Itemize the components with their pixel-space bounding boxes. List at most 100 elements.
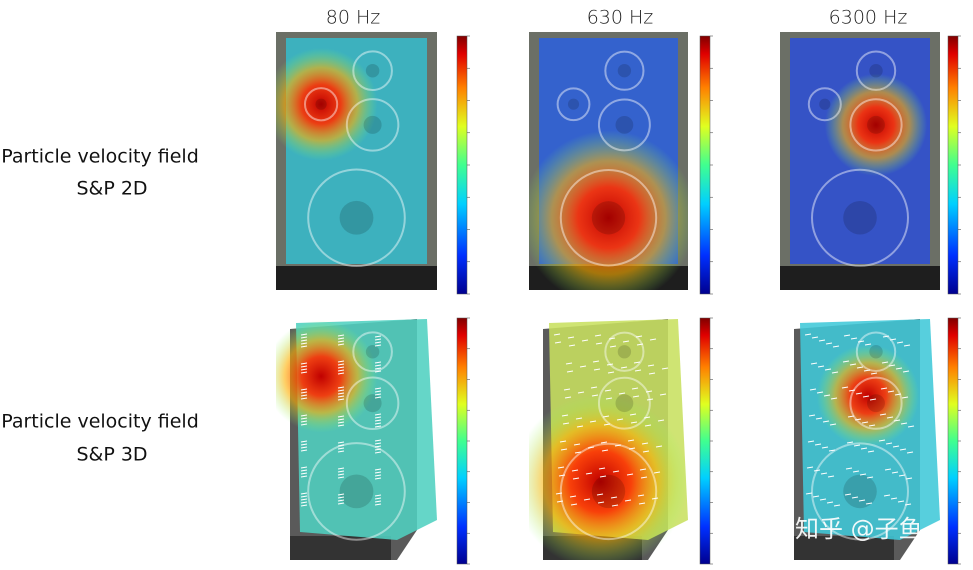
velocity-arrow xyxy=(635,335,643,338)
speaker-driver xyxy=(855,50,897,91)
velocity-arrow xyxy=(646,398,654,401)
velocity-arrow xyxy=(813,469,821,472)
hotspot xyxy=(276,315,437,560)
row-label: Particle velocity field xyxy=(1,411,199,433)
velocity-arrow xyxy=(819,498,827,501)
speaker-driver-core xyxy=(869,345,883,359)
velocity-arrow xyxy=(829,423,837,426)
velocity-arrow xyxy=(822,420,830,423)
speaker-driver-core xyxy=(869,63,883,78)
velocity-arrow xyxy=(833,504,841,507)
velocity-arrow xyxy=(337,467,345,470)
velocity-arrow xyxy=(300,495,308,498)
velocity-arrow xyxy=(598,467,606,470)
velocity-arrow xyxy=(555,492,563,495)
velocity-arrow xyxy=(337,369,345,372)
colorbar xyxy=(699,35,711,295)
speaker-driver-core xyxy=(339,200,374,235)
velocity-arrow xyxy=(337,473,345,476)
velocity-arrow xyxy=(583,498,591,501)
velocity-arrow xyxy=(300,365,308,368)
heatmap-panel xyxy=(276,32,437,290)
velocity-arrow xyxy=(626,473,634,476)
velocity-arrow xyxy=(337,415,345,418)
velocity-arrow xyxy=(608,337,616,340)
velocity-arrow xyxy=(300,449,308,452)
velocity-arrow xyxy=(867,450,875,453)
velocity-arrow xyxy=(883,494,891,497)
colorbar xyxy=(456,35,468,295)
velocity-arrow xyxy=(300,446,308,449)
velocity-arrow xyxy=(374,361,382,364)
velocity-arrow xyxy=(300,362,308,365)
velocity-arrow xyxy=(374,344,382,347)
velocity-arrow xyxy=(620,366,628,369)
velocity-arrow xyxy=(607,371,615,374)
velocity-arrow xyxy=(647,364,655,367)
velocity-arrow xyxy=(337,418,345,421)
velocity-arrow xyxy=(810,362,818,365)
velocity-arrow xyxy=(853,444,861,447)
velocity-arrow xyxy=(337,337,345,340)
velocity-arrow xyxy=(820,472,828,475)
heatmap-panel xyxy=(780,315,940,560)
velocity-arrow xyxy=(897,500,905,503)
velocity-arrow xyxy=(868,424,876,427)
velocity-arrow xyxy=(904,503,912,506)
velocity-arrow xyxy=(300,466,308,469)
velocity-arrow xyxy=(337,447,345,450)
speaker-driver xyxy=(597,376,651,430)
colorbar xyxy=(947,35,959,295)
colorbar xyxy=(699,317,711,565)
velocity-arrow xyxy=(374,471,382,474)
velocity-arrow xyxy=(567,336,575,339)
velocity-arrow xyxy=(300,440,308,443)
velocity-arrow xyxy=(657,419,665,422)
speaker-driver-core xyxy=(363,394,382,413)
velocity-arrow xyxy=(374,468,382,471)
velocity-arrow xyxy=(571,469,579,472)
velocity-arrow xyxy=(907,425,915,428)
velocity-arrow xyxy=(869,398,877,401)
velocity-arrow xyxy=(661,367,669,370)
velocity-arrow xyxy=(561,414,569,417)
speaker-driver xyxy=(352,331,393,373)
velocity-arrow xyxy=(848,389,856,392)
velocity-arrow xyxy=(300,498,308,501)
velocity-arrow xyxy=(808,414,816,417)
velocity-arrow xyxy=(300,394,308,397)
velocity-arrow xyxy=(893,419,901,422)
velocity-arrow xyxy=(641,442,649,445)
velocity-arrow xyxy=(337,470,345,473)
velocity-arrow xyxy=(857,340,865,343)
velocity-arrow xyxy=(374,367,382,370)
velocity-arrow xyxy=(614,444,622,447)
velocity-arrow xyxy=(862,395,870,398)
velocity-arrow xyxy=(374,335,382,338)
velocity-arrow xyxy=(629,413,637,416)
velocity-arrow xyxy=(885,442,893,445)
velocity-arrow xyxy=(300,423,308,426)
velocity-arrow xyxy=(374,364,382,367)
speaker-driver-core xyxy=(363,115,382,134)
velocity-arrow xyxy=(849,363,857,366)
velocity-arrow xyxy=(603,423,611,426)
velocity-arrow xyxy=(815,417,823,420)
velocity-arrow xyxy=(337,392,345,395)
speaker-driver-core xyxy=(617,345,632,359)
velocity-arrow xyxy=(645,390,653,393)
velocity-arrow xyxy=(611,504,619,507)
velocity-arrow xyxy=(300,339,308,342)
velocity-arrow xyxy=(649,338,657,341)
colorbar xyxy=(947,317,959,565)
velocity-arrow xyxy=(337,360,345,363)
column-header: 6300 Hz xyxy=(829,7,908,29)
velocity-arrow xyxy=(300,368,308,371)
watermark: 知乎 @子鱼 xyxy=(795,515,923,543)
velocity-arrow xyxy=(618,392,626,395)
speaker-driver xyxy=(849,98,903,152)
speaker-driver-core xyxy=(843,200,877,235)
speaker-driver-core xyxy=(591,474,626,509)
velocity-arrow xyxy=(627,439,635,442)
velocity-arrow xyxy=(569,495,577,498)
